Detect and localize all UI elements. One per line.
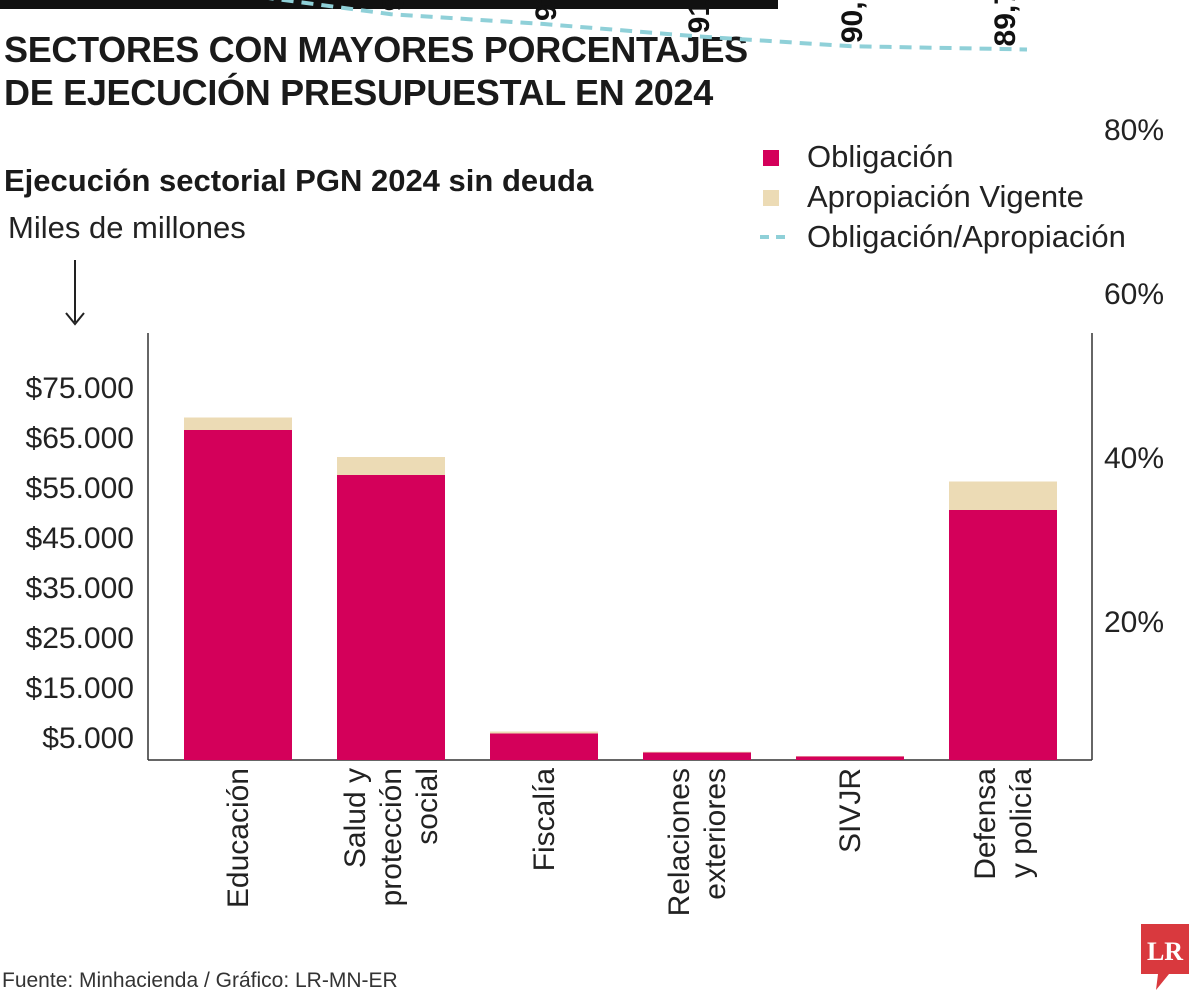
left-tick-label: $15.000 xyxy=(26,672,134,705)
legend-label-apropiacion: Apropiación Vigente xyxy=(807,179,1084,214)
legend-swatch-apropiacion xyxy=(763,190,779,206)
pct-label: 90,1% xyxy=(836,0,869,43)
ratio-line xyxy=(268,0,1028,52)
left-tick-label: $45.000 xyxy=(26,522,134,555)
lr-logo-text: LR xyxy=(1147,937,1183,966)
right-tick-label: 80% xyxy=(1104,114,1164,147)
category-label: SIVJR xyxy=(834,768,867,853)
right-tick-label: 20% xyxy=(1104,606,1164,639)
legend-label-ratio: Obligación/Apropiación xyxy=(807,219,1126,254)
lr-logo: LR xyxy=(1141,924,1189,990)
category-label: Fiscalía xyxy=(528,768,561,872)
bar-obligacion xyxy=(184,430,292,760)
left-tick-label: $55.000 xyxy=(26,472,134,505)
right-tick-label: 60% xyxy=(1104,278,1164,311)
category-label-line: SIVJR xyxy=(834,768,867,853)
legend-swatch-obligacion xyxy=(763,150,779,166)
category-label: Educación xyxy=(222,768,255,908)
category-label: Salud y protección social xyxy=(339,768,444,906)
pct-label: 94% xyxy=(377,0,410,11)
left-tick-label: $35.000 xyxy=(26,572,134,605)
category-label: Relaciones exteriores xyxy=(663,768,732,916)
down-arrow-icon xyxy=(65,260,85,326)
top-rule xyxy=(0,0,778,9)
bar-obligacion xyxy=(337,475,445,760)
left-tick-label: $65.000 xyxy=(26,422,134,455)
pct-label: 89,7% xyxy=(989,0,1022,46)
legend-label-obligacion: Obligación xyxy=(807,139,954,174)
category-label-line: Relaciones xyxy=(663,768,696,916)
category-label-line: social xyxy=(411,768,444,845)
category-label-line: y policía xyxy=(1005,768,1038,878)
legend: Obligación Apropiación Vigente Obligació… xyxy=(760,137,1200,257)
source-note: Fuente: Minhacienda / Gráfico: LR-MN-ER xyxy=(2,969,398,992)
category-label: Defensa y policía xyxy=(969,768,1038,880)
right-tick-label: 40% xyxy=(1104,442,1164,475)
legend-item-apropiacion: Apropiación Vigente xyxy=(760,177,1200,217)
category-label-line: Defensa xyxy=(969,768,1002,880)
bar-obligacion xyxy=(949,510,1057,760)
legend-item-obligacion: Obligación xyxy=(760,137,1200,177)
pct-label: 92,8% xyxy=(530,0,563,21)
category-label-line: Educación xyxy=(222,768,255,908)
chart-subtitle: Ejecución sectorial PGN 2024 sin deuda xyxy=(4,163,594,198)
bar-obligacion xyxy=(643,752,751,760)
left-tick-label: $5.000 xyxy=(42,722,134,755)
unit-label: Miles de millones xyxy=(8,210,246,245)
category-label-line: exteriores xyxy=(699,768,732,900)
legend-item-ratio: Obligación/Apropiación xyxy=(760,217,1200,257)
legend-dash-ratio xyxy=(760,235,792,239)
left-tick-label: $25.000 xyxy=(26,622,134,655)
chart-title: SECTORES CON MAYORES PORCENTAJES DE EJEC… xyxy=(4,29,748,113)
category-label-line: Salud y xyxy=(339,768,372,868)
left-tick-label: $75.000 xyxy=(26,372,134,405)
bar-obligacion xyxy=(796,756,904,760)
bar-obligacion xyxy=(490,733,598,760)
pct-label: 91,3% xyxy=(683,0,716,33)
category-label-line: Fiscalía xyxy=(528,768,561,872)
category-label-line: protección xyxy=(375,768,408,906)
